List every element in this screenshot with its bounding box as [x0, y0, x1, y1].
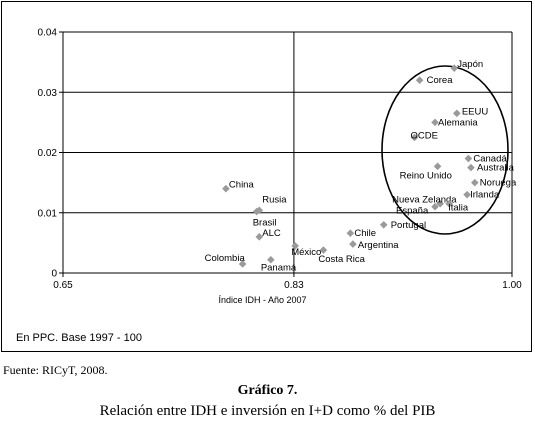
y-tick-label: 0.02 [38, 148, 58, 159]
point-label: Colombia [205, 253, 246, 264]
point-label: China [229, 180, 255, 191]
point-label: ALC [262, 228, 281, 239]
point-label: España [396, 206, 429, 217]
y-tick-label: 0.03 [38, 88, 58, 99]
data-point [346, 229, 355, 238]
figure-caption: Relación entre IDH e inversión en I+D co… [99, 403, 436, 419]
point-label: Irlanda [470, 190, 500, 201]
y-tick-label: 0 [51, 269, 57, 280]
point-label: Costa Rica [318, 254, 365, 265]
scatter-chart: 0 0.01 0.02 0.03 0.04 0.65 0.83 1.00 Índice IDH … [38, 28, 523, 306]
data-point [255, 233, 264, 241]
data-point [238, 260, 247, 268]
point-label: Nueva Zelanda [392, 195, 457, 206]
point-label: OCDE [411, 130, 438, 141]
data-point [470, 178, 479, 187]
data-point [431, 202, 439, 211]
point-label: Noruega [480, 178, 517, 189]
x-tick-label: 0.65 [53, 280, 73, 291]
point-label: Corea [427, 75, 454, 86]
point-label: Italia [448, 203, 469, 214]
point-label: Alemania [438, 117, 478, 128]
point-label: México [291, 247, 321, 258]
point-label: Reino Unido [400, 170, 452, 181]
data-point [267, 255, 275, 264]
data-point [445, 199, 453, 208]
data-point [436, 199, 444, 208]
y-tick-label: 0.01 [38, 208, 58, 219]
data-point [415, 76, 424, 84]
chart-frame: 0 0.01 0.02 0.03 0.04 0.65 0.83 1.00 Índice IDH … [1, 1, 532, 352]
data-point [467, 163, 475, 172]
data-point [431, 118, 439, 127]
point-label: Brasil [253, 218, 277, 229]
point-label: Australia [477, 163, 515, 174]
point-label: Panamá [261, 263, 297, 274]
data-point [433, 162, 442, 171]
point-label: Rusia [262, 194, 287, 205]
x-axis-title: Índice IDH - Año 2007 [218, 295, 306, 305]
x-tick-label: 1.00 [502, 280, 522, 291]
data-point [349, 240, 357, 248]
chart-note: En PPC. Base 1997 - 100 [16, 332, 142, 344]
data-point [410, 133, 419, 142]
point-label: Japón [457, 59, 483, 70]
y-tick-label: 0.04 [38, 28, 58, 39]
highlight-ellipse [381, 65, 509, 235]
data-point [450, 64, 459, 72]
data-point [379, 221, 388, 229]
point-label: Portugal [391, 220, 426, 231]
source-note: Fuente: RICyT, 2008. [3, 363, 108, 377]
data-point [453, 109, 461, 118]
data-point [463, 190, 471, 199]
point-label: Canadá [473, 154, 507, 165]
data-point [291, 242, 299, 250]
data-point [464, 154, 473, 163]
point-label: Chile [354, 228, 376, 239]
point-label: EEUU [462, 106, 489, 117]
data-point [252, 207, 261, 216]
figure-number: Gráfico 7. [237, 383, 298, 398]
point-label: Argentina [358, 240, 399, 251]
data-point [222, 184, 230, 193]
x-tick-label: 0.83 [284, 280, 304, 291]
data-point [319, 246, 328, 254]
